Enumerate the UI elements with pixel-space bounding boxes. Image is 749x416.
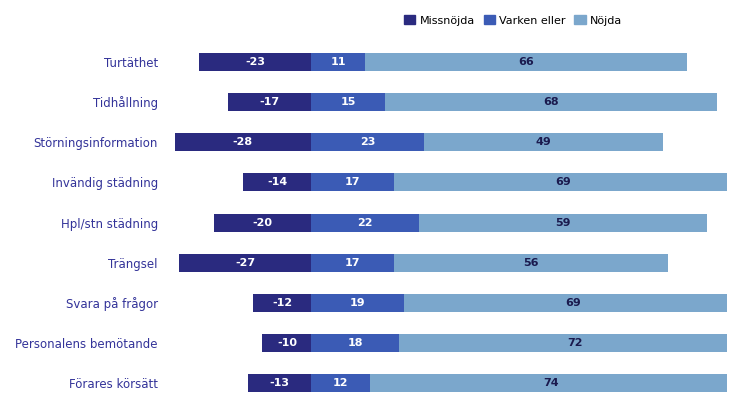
Bar <box>213 213 312 232</box>
Bar <box>312 173 395 191</box>
Bar <box>395 173 732 191</box>
Bar <box>370 374 732 392</box>
Bar <box>404 294 742 312</box>
Bar <box>312 374 370 392</box>
Bar <box>399 334 749 352</box>
Bar <box>228 93 312 111</box>
Bar <box>262 334 312 352</box>
Bar <box>312 133 424 151</box>
Text: -20: -20 <box>252 218 273 228</box>
Bar <box>312 93 384 111</box>
Text: 12: 12 <box>333 379 348 389</box>
Text: 22: 22 <box>357 218 373 228</box>
Text: -14: -14 <box>267 177 288 187</box>
Text: 59: 59 <box>555 218 571 228</box>
Bar <box>243 173 312 191</box>
Bar <box>248 374 312 392</box>
Bar <box>424 133 663 151</box>
Legend: Missnöjda, Varken eller, Nöjda: Missnöjda, Varken eller, Nöjda <box>399 11 627 30</box>
Bar <box>419 213 707 232</box>
Text: -28: -28 <box>233 137 253 147</box>
Text: 17: 17 <box>345 258 360 268</box>
Bar <box>312 254 395 272</box>
Text: 72: 72 <box>567 338 583 348</box>
Text: 66: 66 <box>518 57 534 67</box>
Bar <box>180 254 312 272</box>
Bar <box>312 53 365 71</box>
Text: 56: 56 <box>524 258 539 268</box>
Bar <box>384 93 717 111</box>
Text: 68: 68 <box>543 97 559 107</box>
Bar <box>199 53 312 71</box>
Text: 74: 74 <box>543 379 559 389</box>
Text: 69: 69 <box>555 177 571 187</box>
Text: 23: 23 <box>360 137 375 147</box>
Text: 69: 69 <box>565 298 580 308</box>
Bar <box>365 53 688 71</box>
Text: 17: 17 <box>345 177 360 187</box>
Bar <box>312 213 419 232</box>
Text: -10: -10 <box>277 338 297 348</box>
Text: -17: -17 <box>260 97 280 107</box>
Text: 15: 15 <box>340 97 356 107</box>
Bar <box>312 334 399 352</box>
Bar <box>175 133 312 151</box>
Text: -12: -12 <box>272 298 292 308</box>
Text: -23: -23 <box>245 57 265 67</box>
Text: 49: 49 <box>536 137 551 147</box>
Text: 19: 19 <box>350 298 366 308</box>
Bar <box>252 294 312 312</box>
Text: -13: -13 <box>270 379 290 389</box>
Bar <box>312 294 404 312</box>
Bar <box>395 254 668 272</box>
Text: 11: 11 <box>330 57 346 67</box>
Text: -27: -27 <box>235 258 255 268</box>
Text: 18: 18 <box>348 338 363 348</box>
